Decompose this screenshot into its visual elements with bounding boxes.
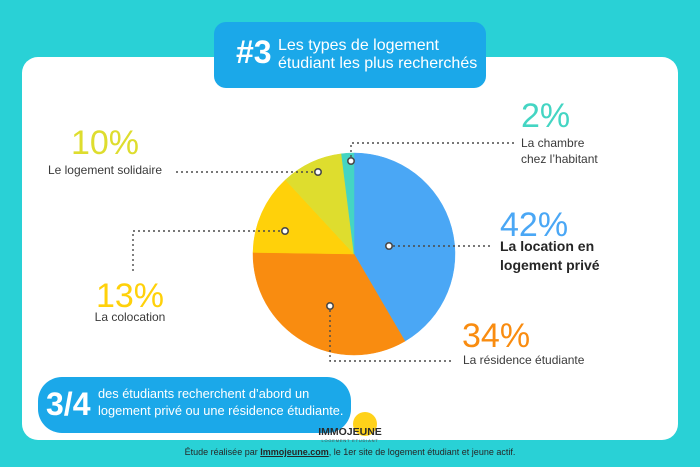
category-label-solidaire: Le logement solidaire	[47, 163, 163, 177]
title-line-2: étudiant les plus recherchés	[278, 55, 478, 72]
value-label-chambre: 2%	[521, 97, 571, 135]
footer-credit: Étude réalisée par Immojeune.com, le 1er…	[0, 446, 700, 458]
value-label-colocation: 13%	[95, 277, 165, 315]
logo-tagline: LOGEMENT ETUDIANT	[321, 438, 379, 443]
pie-slice-location	[353, 152, 456, 342]
leader-dot-location	[384, 242, 393, 251]
category-label-chambre: La chambre chez l’habitant	[521, 136, 598, 166]
title-number: #3	[236, 34, 272, 70]
leader-dots	[280, 157, 393, 310]
pie-slice-colocation	[252, 179, 355, 255]
leader-dot-residence	[325, 301, 334, 310]
value-label-residence: 34%	[462, 317, 531, 355]
footer-prefix: Étude réalisée par	[184, 447, 261, 457]
leader-line-chambre	[350, 142, 514, 157]
logo-name: IMMOJEUNE	[318, 426, 382, 438]
title-badge: #3 Les types de logement étudiant les pl…	[214, 22, 486, 88]
logo-circle-icon	[353, 412, 377, 436]
leader-dot-colocation	[280, 227, 289, 236]
callout-text: des étudiants recherchent d’abord un log…	[98, 386, 344, 418]
leader-line-colocation	[132, 230, 280, 272]
pie-slice-chambre	[341, 152, 355, 255]
leader-dot-solidaire	[313, 168, 322, 177]
brand-logo: IMMOJEUNE LOGEMENT ETUDIANT	[316, 412, 384, 444]
leader-lines	[132, 142, 514, 362]
leader-line-residence	[329, 310, 453, 362]
pie-slices	[252, 152, 456, 356]
footer-link[interactable]: Immojeune.com	[260, 447, 329, 457]
category-label-location: La location en logement privé	[500, 238, 600, 273]
value-label-location: 42%	[500, 206, 569, 244]
leader-dot-chambre	[346, 157, 355, 166]
page-title: Les types de logement étudiant les plus …	[278, 37, 477, 73]
callout-badge: 3/4 des étudiants recherchent d’abord un…	[38, 377, 351, 433]
category-label-residence: La résidence étudiante	[463, 353, 585, 367]
callout-figure: 3/4	[46, 386, 91, 422]
value-label-solidaire: 10%	[70, 124, 140, 162]
footer-suffix: , le 1er site de logement étudiant et je…	[328, 447, 516, 457]
title-line-1: Les types de logement	[278, 37, 439, 54]
category-label-colocation: La colocation	[94, 310, 166, 324]
